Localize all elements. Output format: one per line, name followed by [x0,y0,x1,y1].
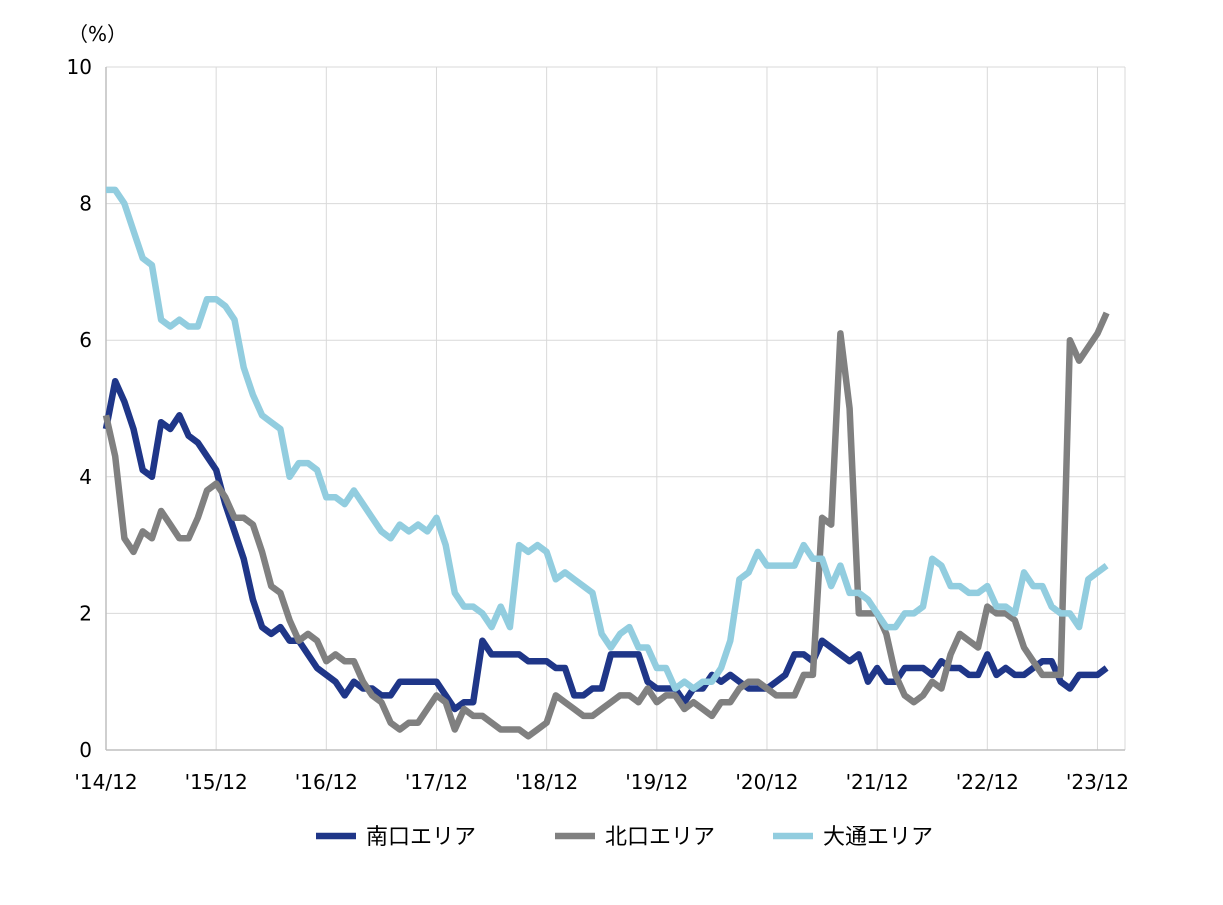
x-tick-label: '22/12 [956,770,1019,794]
series-line-1 [102,377,1109,713]
axis-layer [105,67,1125,751]
grid-layer [106,66,1126,750]
series-line-2 [102,311,1110,740]
legend-label: 南口エリア [366,825,476,850]
y-tick-label: 8 [79,192,92,216]
x-tick-label: '15/12 [185,770,248,794]
y-tick-label: 4 [79,465,92,489]
x-tick-label: '21/12 [846,770,909,794]
y-tick-label: 2 [79,601,92,625]
legend: 南口エリア 北口エリア 大通エリア [316,825,933,850]
x-tick-label: '17/12 [405,770,468,794]
x-tick-label: '14/12 [74,770,137,794]
y-tick-label: 6 [79,328,92,352]
x-tick-label: '23/12 [1066,770,1129,794]
y-tick-label: 10 [67,55,92,79]
y-tick-label: 0 [79,738,92,762]
x-tick-label: '16/12 [295,770,358,794]
legend-label: 北口エリア [605,825,715,850]
y-unit-label: （%） [68,22,127,46]
series-layer [102,186,1110,740]
series-line-3 [106,186,1109,692]
y-tick-labels: 0 2 4 6 8 10 [67,55,92,762]
x-tick-label: '19/12 [625,770,688,794]
x-tick-label: '18/12 [515,770,578,794]
x-tick-label: '20/12 [735,770,798,794]
legend-label: 大通エリア [823,825,933,850]
x-tick-labels: '14/12 '15/12 '16/12 '17/12 '18/12 '19/12 '20/… [74,770,1129,794]
